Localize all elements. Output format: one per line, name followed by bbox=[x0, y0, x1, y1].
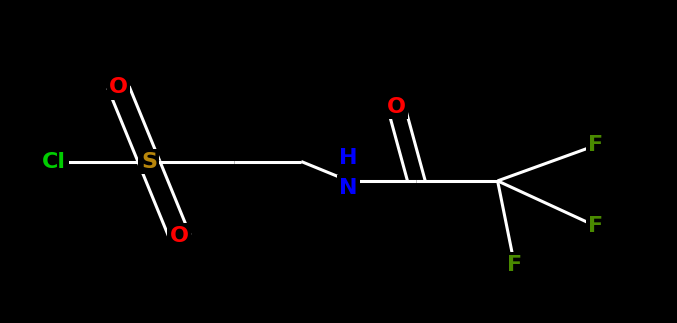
Text: F: F bbox=[588, 216, 603, 236]
Text: O: O bbox=[170, 226, 189, 246]
Text: H: H bbox=[339, 148, 358, 168]
Text: F: F bbox=[507, 255, 522, 275]
Text: Cl: Cl bbox=[42, 151, 66, 172]
Text: N: N bbox=[339, 178, 358, 198]
Text: O: O bbox=[109, 77, 128, 97]
Text: O: O bbox=[387, 97, 406, 117]
Text: F: F bbox=[588, 135, 603, 155]
Text: S: S bbox=[141, 151, 157, 172]
